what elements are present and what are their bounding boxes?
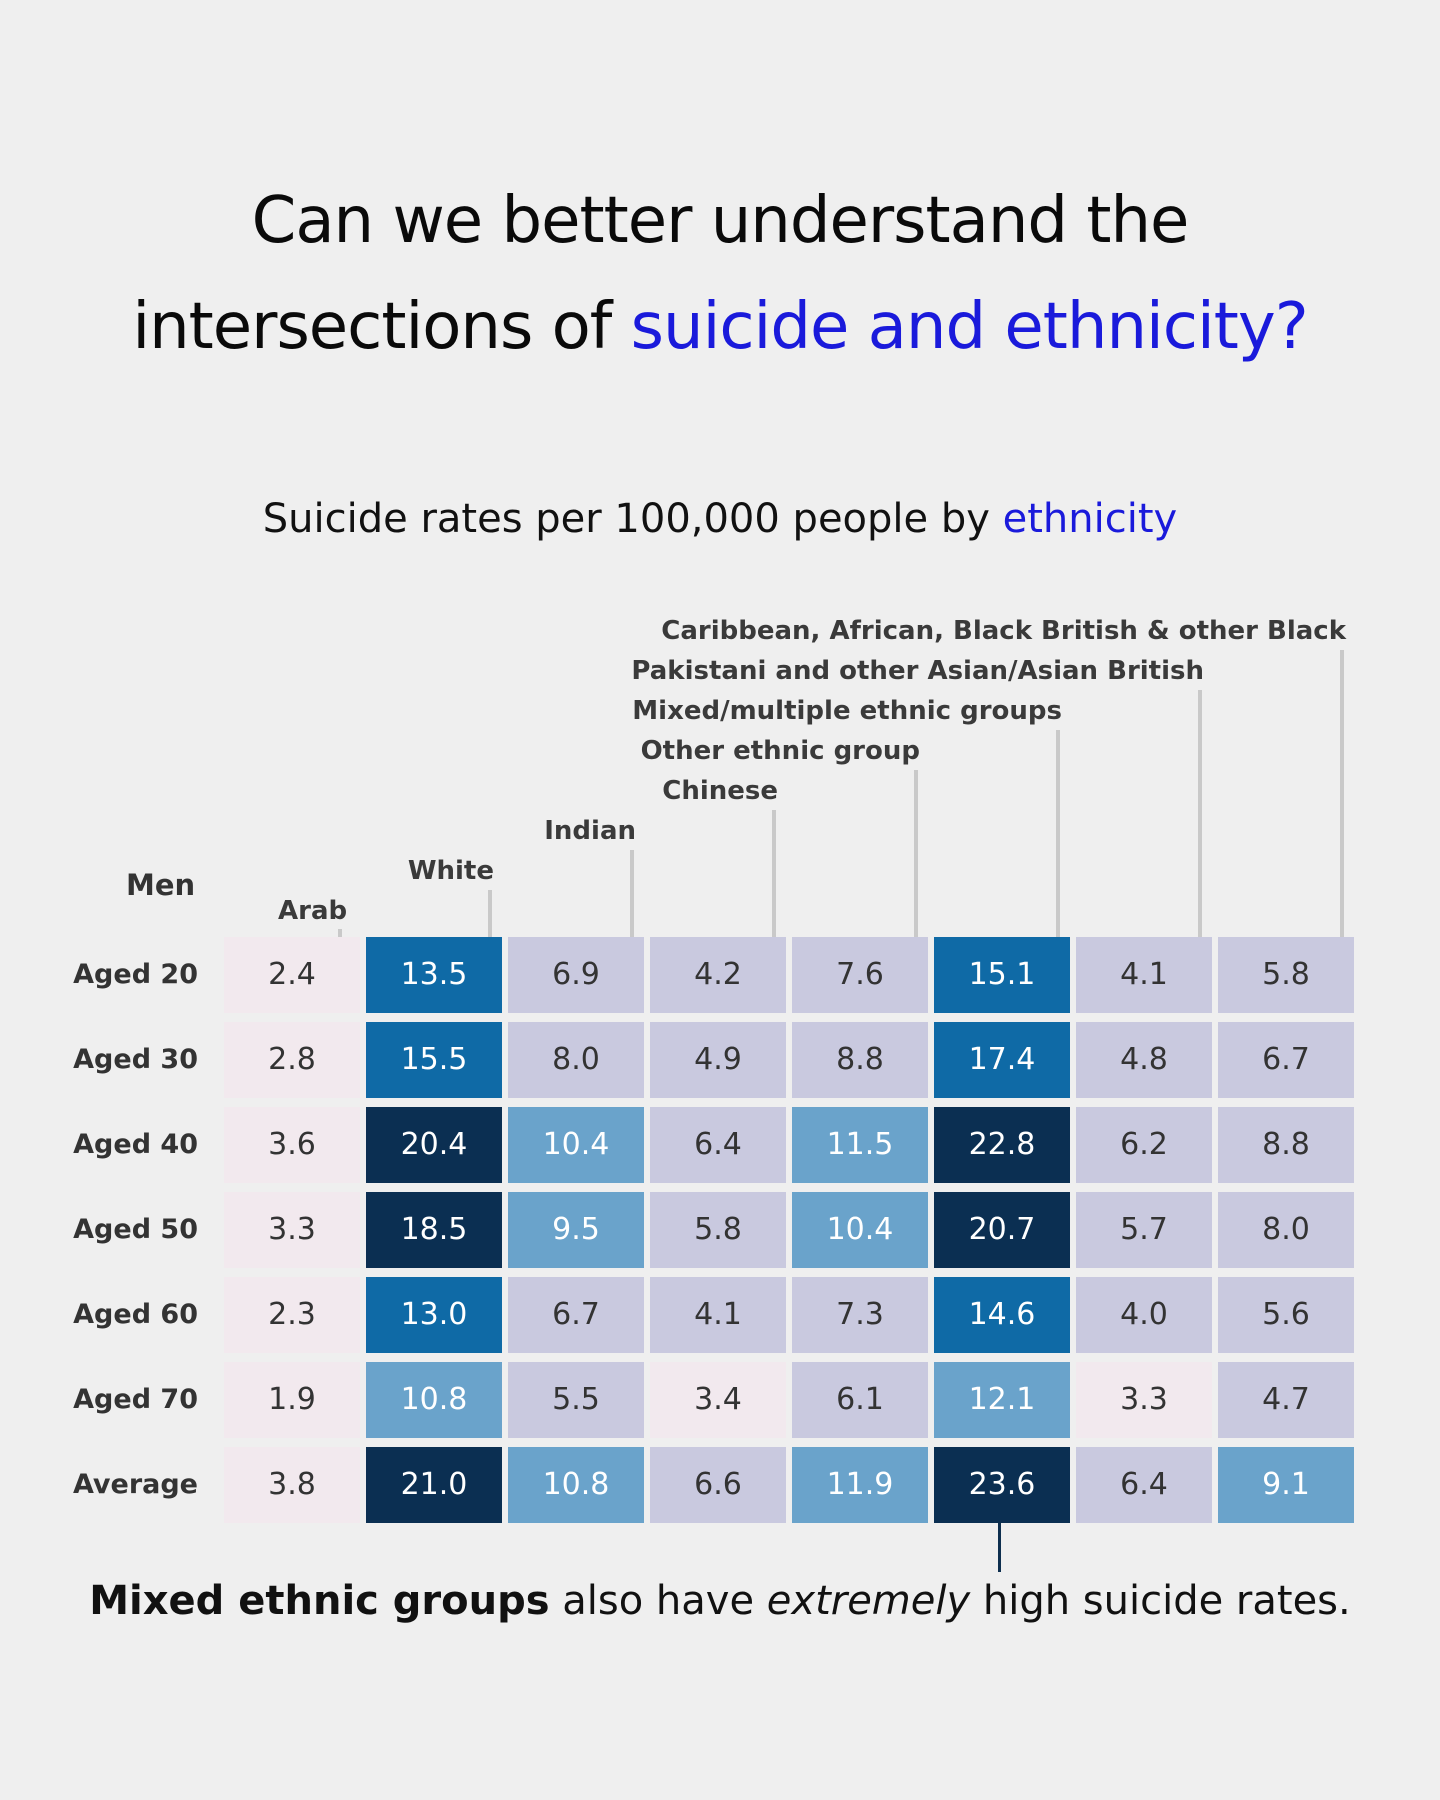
row-label: Average (72, 1469, 198, 1500)
heatmap-cell: 17.4 (934, 1022, 1070, 1098)
heatmap-cell: 3.8 (224, 1447, 360, 1523)
caption-middle: also have (549, 1578, 767, 1624)
heatmap-cell: 2.4 (224, 937, 360, 1013)
column-label: Pakistani and other Asian/Asian British (631, 656, 1204, 686)
heatmap-cell: 3.6 (224, 1107, 360, 1183)
chart-title: Suicide rates per 100,000 people by ethn… (0, 496, 1440, 542)
row-label: Aged 70 (73, 1384, 198, 1415)
heatmap-cell: 22.8 (934, 1107, 1070, 1183)
heatmap-cell: 13.5 (366, 937, 502, 1013)
heatmap-cell: 8.0 (1218, 1192, 1354, 1268)
column-label: Caribbean, African, Black British & othe… (661, 616, 1346, 646)
heatmap-cell: 6.9 (508, 937, 644, 1013)
column-label: Indian (544, 816, 636, 846)
column-leader-line (488, 890, 492, 937)
heatmap-cell: 14.6 (934, 1277, 1070, 1353)
heatmap-cell: 15.1 (934, 937, 1070, 1013)
caption-end: high suicide rates. (970, 1578, 1351, 1624)
heatmap-cell: 6.4 (650, 1107, 786, 1183)
heatmap-cell: 6.2 (1076, 1107, 1212, 1183)
caption-bold: Mixed ethnic groups (89, 1578, 550, 1624)
heatmap-cell: 20.7 (934, 1192, 1070, 1268)
heatmap-cell: 7.3 (792, 1277, 928, 1353)
headline-line2-prefix: intersections of (132, 290, 631, 364)
heatmap-cell: 5.8 (1218, 937, 1354, 1013)
caption-italic: extremely (766, 1578, 971, 1624)
caption: Mixed ethnic groups also have extremely … (0, 1578, 1440, 1624)
row-label: Aged 30 (73, 1044, 198, 1075)
row-label: Aged 40 (73, 1129, 198, 1160)
heatmap-cell: 4.2 (650, 937, 786, 1013)
heatmap-cell: 8.8 (1218, 1107, 1354, 1183)
heatmap-cell: 9.1 (1218, 1447, 1354, 1523)
heatmap-cell: 5.6 (1218, 1277, 1354, 1353)
column-label: Mixed/multiple ethnic groups (632, 696, 1062, 726)
heatmap-cell: 5.5 (508, 1362, 644, 1438)
heatmap-cell: 3.3 (224, 1192, 360, 1268)
chart-title-prefix: Suicide rates per 100,000 people by (262, 496, 1003, 542)
column-leader-line (1340, 650, 1344, 937)
row-label: Aged 20 (73, 959, 198, 990)
heatmap-cell: 21.0 (366, 1447, 502, 1523)
heatmap-cell: 11.5 (792, 1107, 928, 1183)
heatmap-cell: 10.4 (508, 1107, 644, 1183)
row-label: Aged 60 (73, 1299, 198, 1330)
headline: Can we better understand the intersectio… (0, 168, 1440, 380)
column-label: Chinese (662, 776, 778, 806)
column-leader-line (1198, 690, 1202, 937)
heatmap-cell: 4.8 (1076, 1022, 1212, 1098)
heatmap-cell: 6.4 (1076, 1447, 1212, 1523)
heatmap-cell: 10.8 (508, 1447, 644, 1523)
row-label: Aged 50 (73, 1214, 198, 1245)
heatmap-cell: 15.5 (366, 1022, 502, 1098)
heatmap-cell: 20.4 (366, 1107, 502, 1183)
heatmap-cell: 5.8 (650, 1192, 786, 1268)
heatmap-cell: 2.8 (224, 1022, 360, 1098)
heatmap-cell: 13.0 (366, 1277, 502, 1353)
column-label: Arab (278, 896, 348, 926)
heatmap-cell: 4.7 (1218, 1362, 1354, 1438)
headline-line2-accent: suicide and ethnicity? (630, 290, 1309, 364)
column-leader-line (1056, 730, 1060, 937)
heatmap-cell: 1.9 (224, 1362, 360, 1438)
chart-title-accent: ethnicity (1002, 496, 1178, 542)
heatmap-cell: 4.9 (650, 1022, 786, 1098)
heatmap-cell: 8.8 (792, 1022, 928, 1098)
column-leader-line (630, 850, 634, 937)
heatmap-cell: 9.5 (508, 1192, 644, 1268)
heatmap-cell: 5.7 (1076, 1192, 1212, 1268)
heatmap-cell: 7.6 (792, 937, 928, 1013)
heatmap-cell: 4.0 (1076, 1277, 1212, 1353)
column-label: Other ethnic group (640, 736, 920, 766)
annotation-pointer (998, 1522, 1001, 1572)
headline-line1: Can we better understand the (251, 184, 1190, 258)
heatmap-cell: 12.1 (934, 1362, 1070, 1438)
heatmap-cell: 10.4 (792, 1192, 928, 1268)
heatmap-cell: 2.3 (224, 1277, 360, 1353)
column-leader-line (772, 810, 776, 937)
heatmap-cell: 6.1 (792, 1362, 928, 1438)
heatmap-cell: 11.9 (792, 1447, 928, 1523)
heatmap-cell: 4.1 (650, 1277, 786, 1353)
heatmap-cell: 6.6 (650, 1447, 786, 1523)
heatmap-cell: 8.0 (508, 1022, 644, 1098)
column-leader-line (914, 770, 918, 937)
heatmap-cell: 4.1 (1076, 937, 1212, 1013)
heatmap-cell: 3.3 (1076, 1362, 1212, 1438)
group-label: Men (126, 868, 196, 902)
heatmap-cell: 3.4 (650, 1362, 786, 1438)
column-leader-line (338, 929, 342, 937)
column-label: White (407, 856, 494, 886)
heatmap-cell: 6.7 (1218, 1022, 1354, 1098)
heatmap-cell: 10.8 (366, 1362, 502, 1438)
heatmap-cell: 23.6 (934, 1447, 1070, 1523)
heatmap-cell: 18.5 (366, 1192, 502, 1268)
heatmap-cell: 6.7 (508, 1277, 644, 1353)
